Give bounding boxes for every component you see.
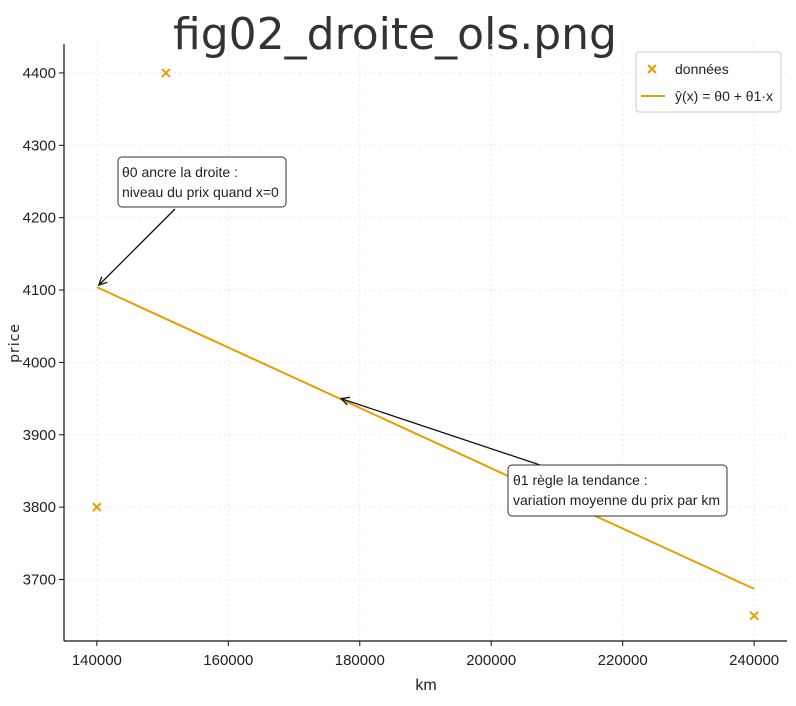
- legend-scatter-marker: [647, 64, 657, 74]
- chart-title: fig02_droite_ols.png: [173, 9, 617, 60]
- annotation-box: [507, 464, 728, 517]
- y-tick-label: 4100: [23, 282, 56, 299]
- annotation-arrow: [341, 399, 541, 466]
- gridlines: [64, 44, 787, 641]
- x-tick-label: 160000: [203, 652, 253, 669]
- annotation-text: θ1 règle la tendance :: [513, 472, 648, 488]
- y-tick-label: 3700: [23, 571, 56, 588]
- data-point: [92, 502, 102, 512]
- annotation-arrow: [99, 208, 176, 285]
- annotations: θ0 ancre la droite : niveau du prix quand…: [99, 156, 728, 517]
- x-tick-label: 140000: [72, 652, 122, 669]
- y-tick-label: 3800: [23, 499, 56, 516]
- y-axis-label: price: [7, 323, 23, 363]
- annotation-text: niveau du prix quand x=0: [122, 184, 279, 200]
- legend-label-line: ŷ(x) = θ0 + θ1·x: [675, 88, 773, 104]
- y-tick-label: 3900: [23, 427, 56, 444]
- x-axis-ticks: 140000 160000 180000 200000 220000 240000: [72, 641, 779, 669]
- y-tick-label: 4200: [23, 210, 56, 227]
- data-point: [749, 610, 759, 621]
- annotation-box: [117, 156, 287, 208]
- x-axis-label: km: [415, 677, 436, 694]
- x-tick-label: 220000: [598, 652, 648, 669]
- annotation-text: variation moyenne du prix par km: [513, 492, 720, 508]
- annotation-text: θ0 ancre la droite :: [122, 164, 238, 180]
- x-tick-label: 200000: [466, 652, 516, 669]
- series: [92, 68, 759, 621]
- legend-frame: [635, 51, 782, 113]
- y-tick-label: 4400: [23, 65, 56, 82]
- legend-label-scatter: données: [675, 61, 729, 77]
- regression-line: [96, 286, 755, 590]
- legend-x-marker: [647, 64, 657, 74]
- legend: données ŷ(x) = θ0 + θ1·x: [635, 51, 782, 113]
- x-tick-label: 180000: [335, 652, 385, 669]
- y-tick-label: 4000: [23, 354, 56, 371]
- y-axis-ticks: 3700 3800 3900 4000 4100 4200 4300 4400: [23, 65, 64, 588]
- data-point: [161, 68, 171, 78]
- x-tick-label: 240000: [729, 652, 779, 669]
- y-tick-label: 4300: [23, 137, 56, 154]
